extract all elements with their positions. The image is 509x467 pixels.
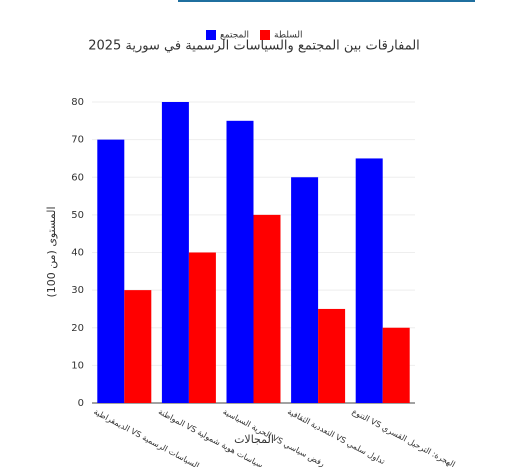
legend-label: السلطة	[274, 31, 302, 41]
x-axis-title: المجالات	[234, 433, 274, 446]
bar	[355, 158, 383, 403]
bar	[382, 327, 410, 403]
x-tick-label: الديمقراطية VS السياسات الرسمية	[92, 407, 200, 467]
y-tick-label: 10	[71, 360, 84, 371]
legend-label: المجتمع	[220, 31, 249, 41]
bar	[253, 214, 281, 403]
bar	[124, 290, 152, 403]
bar	[188, 252, 216, 403]
y-tick-label: 0	[78, 398, 84, 409]
y-tick-label: 80	[71, 97, 84, 108]
bar	[161, 102, 189, 403]
y-tick-label: 50	[71, 210, 84, 221]
y-tick-label: 30	[71, 285, 84, 296]
bar	[226, 120, 254, 403]
x-tick-label: التنوع VS الهجرة: الترحيل القسري	[351, 407, 457, 467]
bar	[291, 177, 319, 403]
y-tick-label: 40	[71, 248, 84, 259]
bar	[97, 139, 125, 403]
legend-swatch	[260, 30, 270, 40]
y-tick-label: 70	[71, 135, 84, 146]
legend: المجتمع السلطة	[206, 30, 302, 41]
y-tick-label: 60	[71, 172, 84, 183]
legend-swatch	[206, 30, 216, 40]
chart-title: المفارقات بين المجتمع والسياسات الرسمية …	[88, 39, 420, 54]
bar	[318, 308, 346, 403]
y-tick-label: 20	[71, 323, 84, 334]
y-axis-title: المستوى (من 100)	[45, 206, 58, 297]
